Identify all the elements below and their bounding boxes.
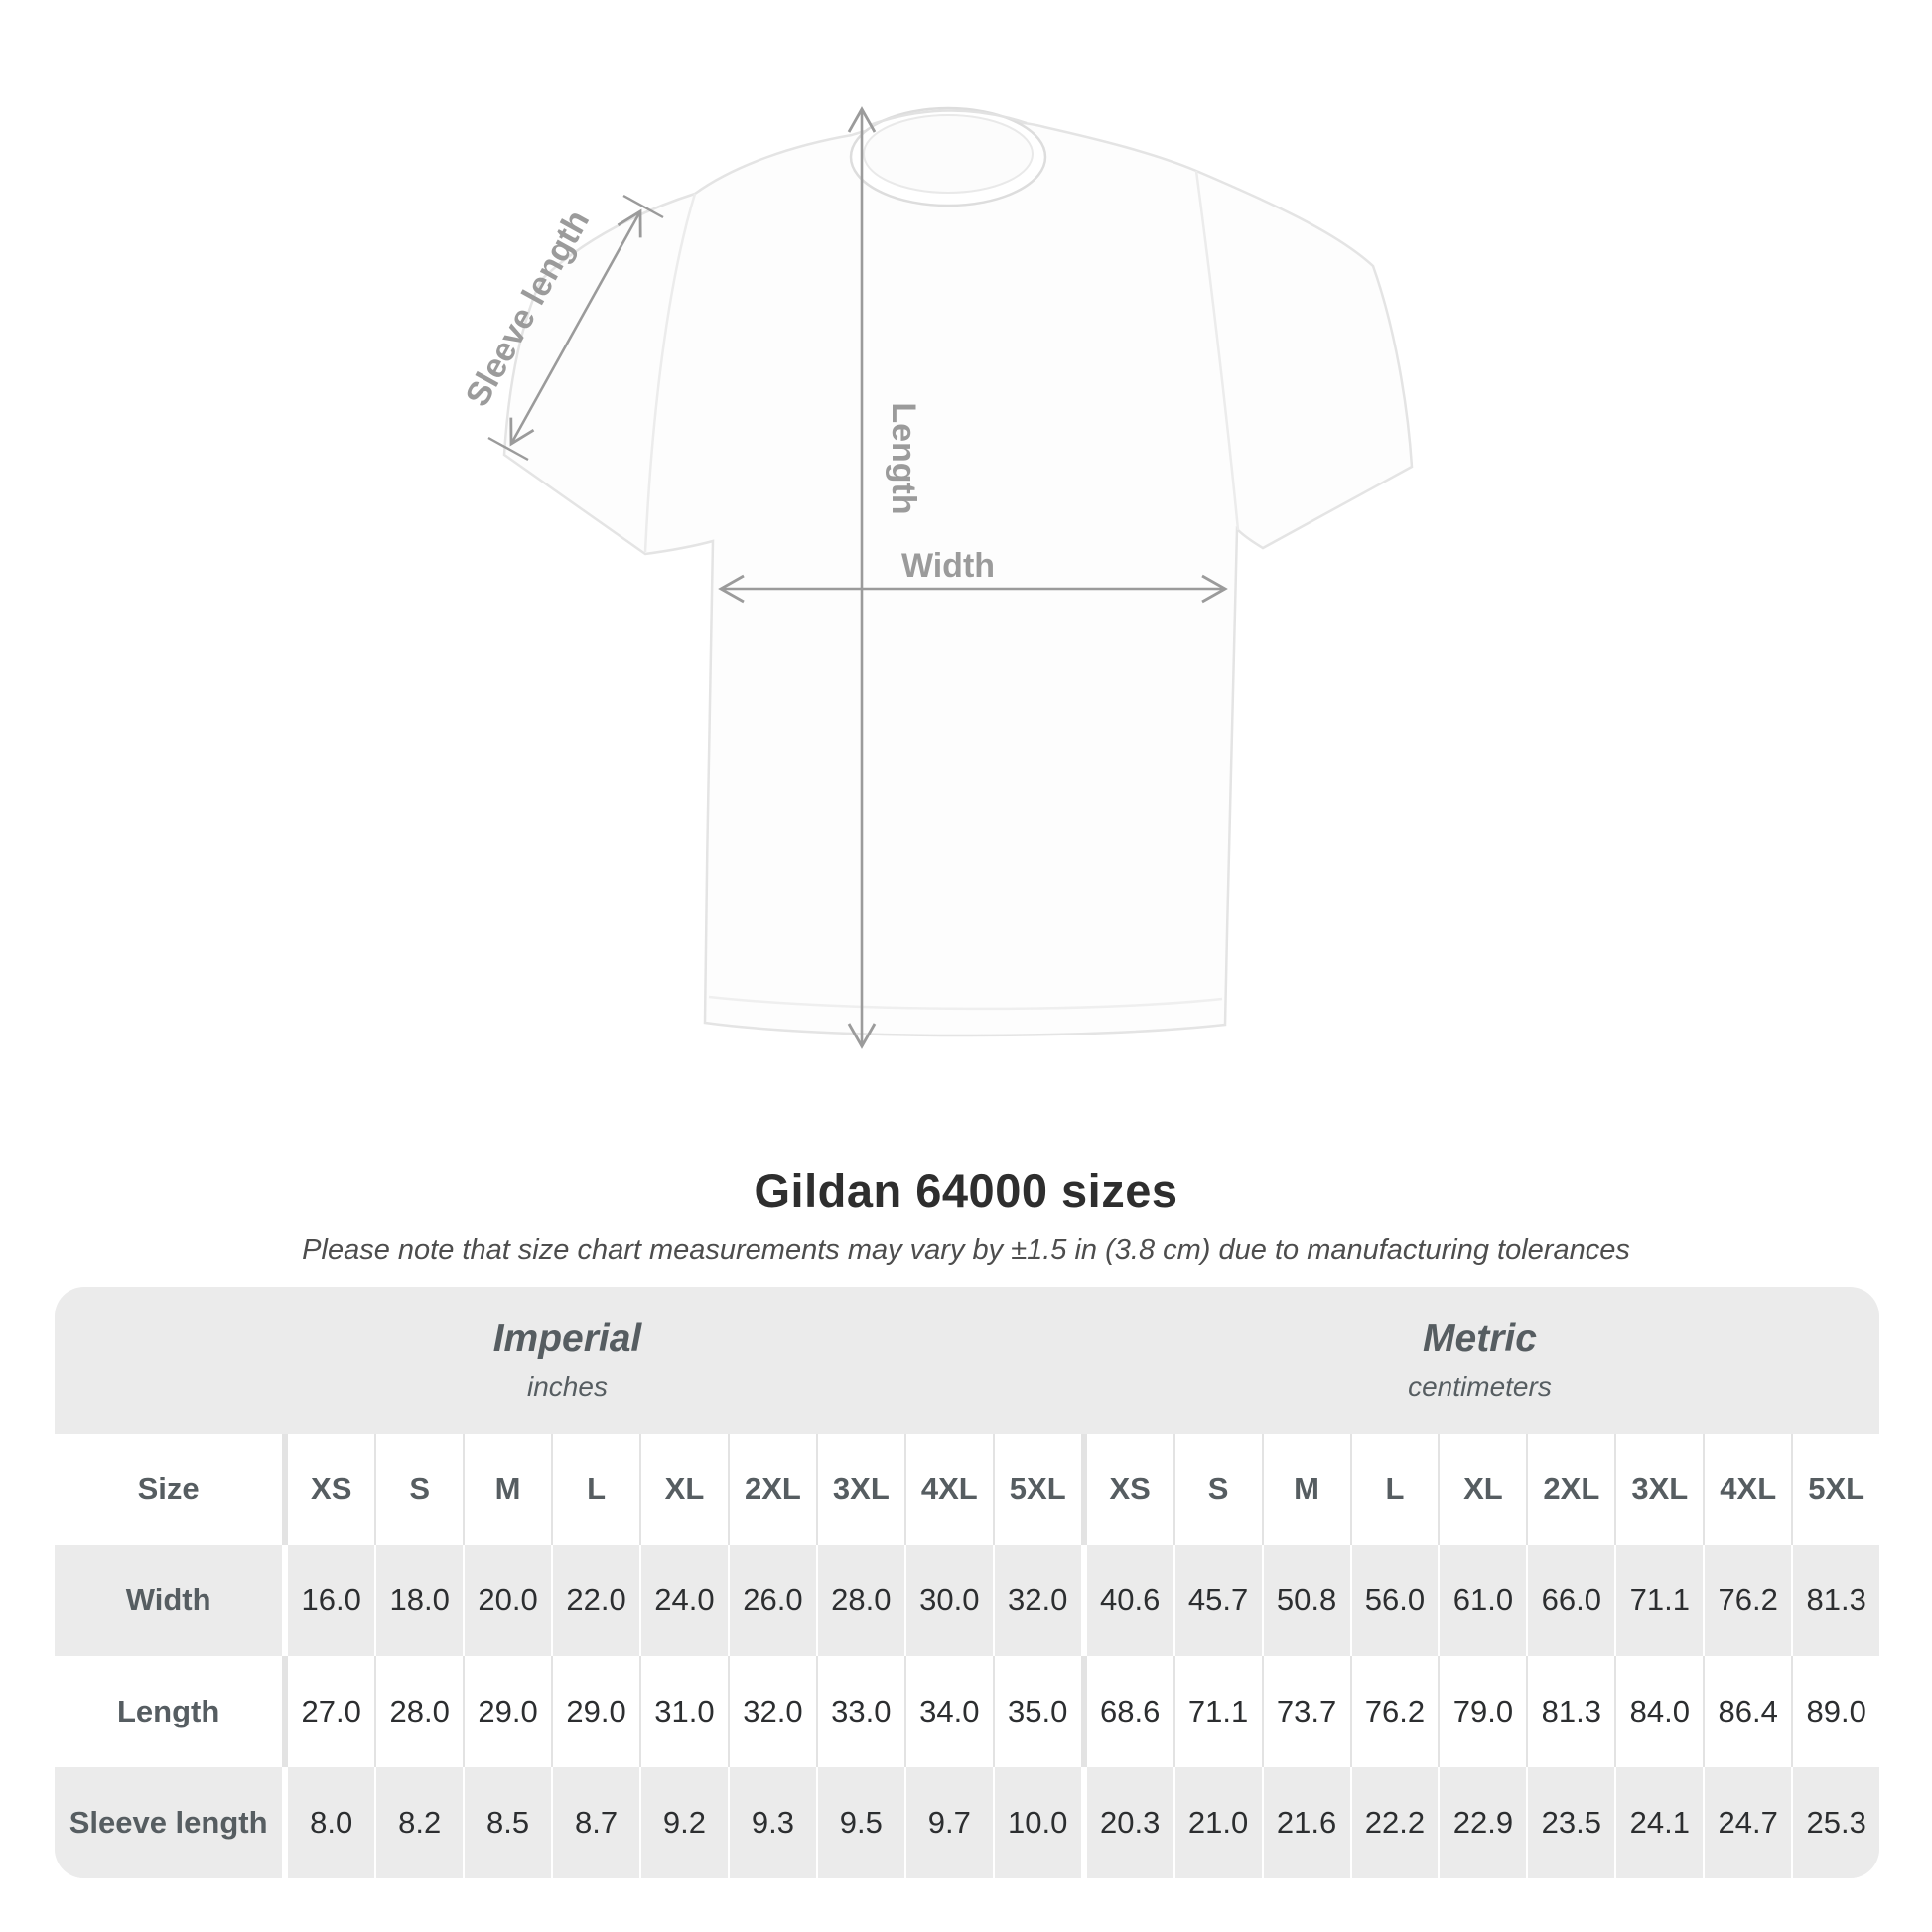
value-cell: 32.0 <box>729 1656 818 1767</box>
value-cell: 86.4 <box>1705 1656 1794 1767</box>
size-header-cell: XL <box>1440 1434 1529 1545</box>
value-cell: 21.0 <box>1174 1767 1264 1878</box>
value-cell: 68.6 <box>1086 1656 1175 1767</box>
value-cell: 25.3 <box>1793 1767 1879 1878</box>
value-cell: 8.7 <box>553 1767 641 1878</box>
value-cell: 89.0 <box>1793 1656 1879 1767</box>
size-header-cell: 4XL <box>905 1434 995 1545</box>
row-label: Sleeve length <box>55 1767 289 1878</box>
table-row-length: Length 27.0 28.0 29.0 29.0 31.0 32.0 33.… <box>55 1656 1879 1767</box>
value-cell: 76.2 <box>1705 1545 1794 1656</box>
value-cell: 20.0 <box>465 1545 554 1656</box>
row-label: Width <box>55 1545 289 1656</box>
sleeve-length-arrow <box>487 194 664 462</box>
imperial-label: Imperial <box>492 1317 642 1360</box>
imperial-unit-label: inches <box>527 1371 608 1402</box>
value-cell: 10.0 <box>994 1767 1087 1878</box>
metric-unit-label: centimeters <box>1408 1371 1552 1402</box>
value-cell: 24.7 <box>1705 1767 1794 1878</box>
size-header-cell: 5XL <box>994 1434 1087 1545</box>
value-cell: 79.0 <box>1440 1656 1529 1767</box>
value-cell: 26.0 <box>729 1545 818 1656</box>
value-cell: 32.0 <box>994 1545 1087 1656</box>
value-cell: 29.0 <box>553 1656 641 1767</box>
value-cell: 9.3 <box>729 1767 818 1878</box>
value-cell: 28.0 <box>817 1545 906 1656</box>
value-cell: 29.0 <box>465 1656 554 1767</box>
value-cell: 20.3 <box>1086 1767 1175 1878</box>
value-cell: 33.0 <box>817 1656 906 1767</box>
value-cell: 73.7 <box>1263 1656 1352 1767</box>
value-cell: 8.2 <box>376 1767 466 1878</box>
value-cell: 76.2 <box>1351 1656 1441 1767</box>
size-header-row: Size XS S M L XL 2XL 3XL 4XL 5XL XS S M … <box>55 1434 1879 1545</box>
metric-group-header: Metric centimeters <box>1080 1287 1879 1434</box>
value-cell: 35.0 <box>994 1656 1087 1767</box>
tolerance-note: Please note that size chart measurements… <box>302 1234 1630 1266</box>
size-header-cell: 3XL <box>817 1434 906 1545</box>
value-cell: 9.2 <box>641 1767 730 1878</box>
size-chart-table: Imperial inches Metric centimeters Size … <box>55 1287 1879 1878</box>
value-cell: 22.9 <box>1440 1767 1529 1878</box>
value-cell: 21.6 <box>1263 1767 1352 1878</box>
value-cell: 24.1 <box>1616 1767 1706 1878</box>
value-cell: 8.0 <box>288 1767 377 1878</box>
value-cell: 18.0 <box>376 1545 466 1656</box>
size-header-cell: S <box>1174 1434 1264 1545</box>
size-col-header: Size <box>55 1434 289 1545</box>
heading-block: Gildan 64000 sizes Please note that size… <box>0 1164 1932 1267</box>
value-cell: 9.5 <box>817 1767 906 1878</box>
page-title: Gildan 64000 sizes <box>754 1165 1178 1217</box>
value-cell: 30.0 <box>905 1545 995 1656</box>
table-row-width: Width 16.0 18.0 20.0 22.0 24.0 26.0 28.0… <box>55 1545 1879 1656</box>
unit-band: Imperial inches Metric centimeters <box>55 1287 1879 1434</box>
value-cell: 34.0 <box>905 1656 995 1767</box>
imperial-group-header: Imperial inches <box>55 1287 1080 1434</box>
value-cell: 50.8 <box>1263 1545 1352 1656</box>
row-label: Length <box>55 1656 289 1767</box>
value-cell: 40.6 <box>1086 1545 1175 1656</box>
width-dimension-label: Width <box>901 547 995 585</box>
value-cell: 16.0 <box>288 1545 377 1656</box>
tshirt-illustration: Length Width Sleeve length <box>459 106 1414 1049</box>
value-cell: 22.0 <box>553 1545 641 1656</box>
metric-label: Metric <box>1423 1317 1537 1360</box>
value-cell: 66.0 <box>1528 1545 1617 1656</box>
size-header-cell: 4XL <box>1705 1434 1794 1545</box>
size-header-cell: L <box>1351 1434 1441 1545</box>
value-cell: 71.1 <box>1616 1545 1706 1656</box>
value-cell: 9.7 <box>905 1767 995 1878</box>
value-cell: 8.5 <box>465 1767 554 1878</box>
value-cell: 81.3 <box>1528 1656 1617 1767</box>
value-cell: 45.7 <box>1174 1545 1264 1656</box>
value-cell: 56.0 <box>1351 1545 1441 1656</box>
size-header-cell: S <box>376 1434 466 1545</box>
value-cell: 31.0 <box>641 1656 730 1767</box>
value-cell: 71.1 <box>1174 1656 1264 1767</box>
value-cell: 61.0 <box>1440 1545 1529 1656</box>
size-header-cell: 5XL <box>1793 1434 1879 1545</box>
value-cell: 23.5 <box>1528 1767 1617 1878</box>
value-cell: 24.0 <box>641 1545 730 1656</box>
value-cell: 84.0 <box>1616 1656 1706 1767</box>
table-row-sleeve-length: Sleeve length 8.0 8.2 8.5 8.7 9.2 9.3 9.… <box>55 1767 1879 1878</box>
size-header-cell: L <box>553 1434 641 1545</box>
length-dimension-label: Length <box>885 402 922 514</box>
size-header-cell: M <box>1263 1434 1352 1545</box>
value-cell: 28.0 <box>376 1656 466 1767</box>
value-cell: 27.0 <box>288 1656 377 1767</box>
size-header-cell: 2XL <box>729 1434 818 1545</box>
size-header-cell: XL <box>641 1434 730 1545</box>
size-header-cell: 3XL <box>1616 1434 1706 1545</box>
size-header-cell: 2XL <box>1528 1434 1617 1545</box>
size-header-cell: XS <box>1086 1434 1175 1545</box>
size-header-cell: M <box>465 1434 554 1545</box>
size-header-cell: XS <box>288 1434 377 1545</box>
tshirt-measurement-diagram: Length Width Sleeve length <box>459 106 1414 1049</box>
value-cell: 81.3 <box>1793 1545 1879 1656</box>
value-cell: 22.2 <box>1351 1767 1441 1878</box>
